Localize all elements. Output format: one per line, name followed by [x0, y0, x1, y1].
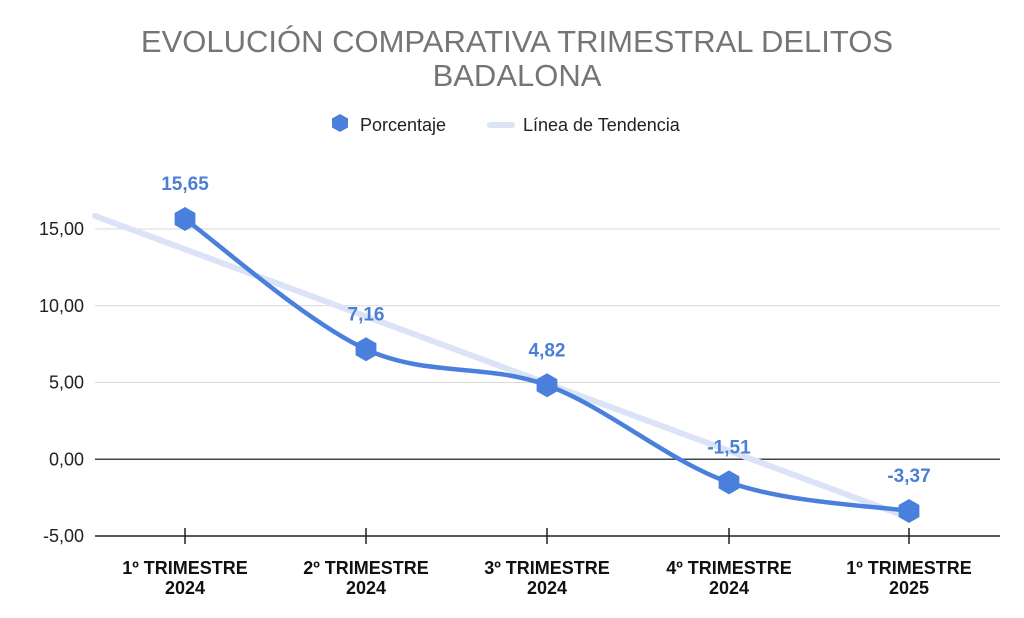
x-category-label: 2024 [165, 578, 205, 598]
x-category-label: 2024 [709, 578, 749, 598]
trend-line [92, 212, 903, 518]
data-label: 15,65 [161, 174, 209, 195]
x-category-label: 2024 [346, 578, 386, 598]
y-axis-ticks: 15,00 10,00 5,00 0,00 -5,00 [39, 219, 84, 546]
x-category-label: 2024 [527, 578, 567, 598]
x-category-label: 1º TRIMESTRE [122, 558, 248, 578]
y-tick-label: 0,00 [49, 449, 84, 469]
data-point [355, 337, 377, 362]
y-tick-label: 15,00 [39, 219, 84, 239]
porcentaje-line [183, 217, 910, 514]
data-point [718, 470, 740, 495]
x-category-label: 2º TRIMESTRE [303, 558, 429, 578]
data-label: -3,37 [887, 466, 930, 487]
x-category-label: 2025 [889, 578, 929, 598]
porcentaje-series [174, 207, 920, 523]
x-category-label: 4º TRIMESTRE [666, 558, 792, 578]
legend-porcentaje-label: Porcentaje [360, 115, 446, 135]
chart-title-line-2: BADALONA [433, 58, 602, 93]
legend-tendencia-label: Línea de Tendencia [523, 115, 681, 135]
data-labels: 15,65 7,16 4,82 -1,51 -3,37 [161, 174, 930, 487]
y-tick-label: 10,00 [39, 296, 84, 316]
y-tick-label: 5,00 [49, 373, 84, 393]
legend-porcentaje-marker [332, 114, 348, 132]
data-label: 7,16 [348, 304, 385, 325]
chart-title-line-1: EVOLUCIÓN COMPARATIVA TRIMESTRAL DELITOS [141, 24, 893, 59]
trend-series [92, 212, 903, 518]
data-point [174, 207, 196, 231]
y-tick-label: -5,00 [43, 526, 84, 546]
data-label: -1,51 [707, 437, 751, 458]
data-label: 4,82 [529, 340, 566, 361]
data-point [898, 499, 920, 523]
x-category-label: 3º TRIMESTRE [484, 558, 610, 578]
x-category-label: 1º TRIMESTRE [846, 558, 972, 578]
data-point [536, 373, 558, 398]
legend: Porcentaje Línea de Tendencia [332, 114, 681, 135]
